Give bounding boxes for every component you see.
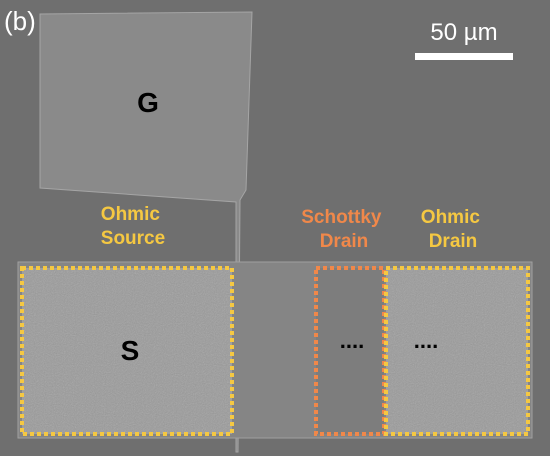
schottky-pad (316, 268, 384, 434)
drain-outline (384, 266, 530, 436)
source-label: S (121, 335, 140, 366)
ellipsis: .... (414, 328, 438, 353)
gate-label: G (137, 87, 159, 118)
scale-bar (415, 53, 513, 60)
scale-bar-label: 50 µm (430, 19, 497, 46)
ellipsis: .... (340, 328, 364, 353)
region-line: Ohmic (421, 207, 481, 228)
drain-texture (386, 268, 528, 434)
panel-label: (b) (4, 6, 36, 36)
region-label: Ohmic Source (101, 204, 165, 249)
region-label: Ohmic Drain (421, 207, 485, 252)
region-line: Source (101, 228, 165, 249)
region-line: Ohmic (101, 204, 161, 225)
region-line: Drain (429, 231, 478, 252)
source-outline (20, 266, 234, 436)
region-line: Schottky (301, 207, 382, 228)
region-line: Drain (320, 231, 369, 252)
gate-pad (39, 11, 253, 453)
source-texture (22, 268, 232, 434)
region-label: Schottky Drain (301, 207, 387, 252)
